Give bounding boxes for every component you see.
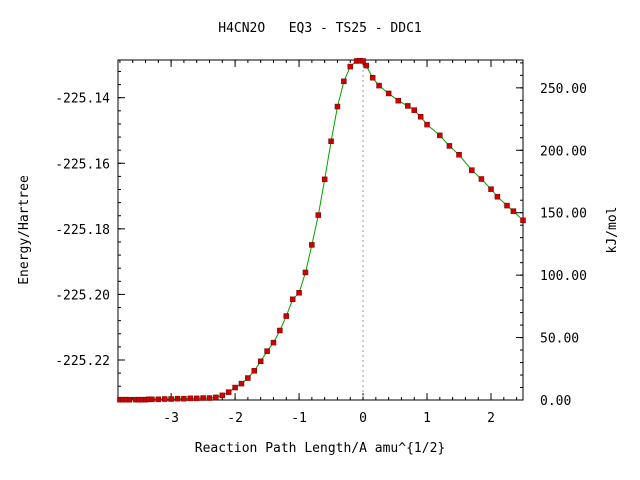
y2-tick-label: 0.00 [540, 394, 571, 409]
data-point [347, 63, 354, 70]
data-point [270, 339, 277, 346]
data-point [405, 103, 411, 109]
data-point [315, 212, 322, 218]
data-point [289, 296, 296, 303]
data-point [245, 375, 251, 381]
data-point [469, 167, 475, 173]
data-point [488, 186, 494, 192]
data-point [424, 121, 430, 128]
plot-frame [117, 59, 524, 401]
data-point [181, 395, 187, 402]
data-point [456, 152, 462, 158]
data-point [302, 269, 309, 276]
x-tick-label: -1 [291, 411, 307, 426]
data-point [213, 394, 219, 401]
data-point [187, 395, 194, 402]
x-tick-label: 0 [359, 411, 367, 426]
data-point [376, 82, 382, 89]
data-point [417, 113, 424, 120]
y-tick-label: -225.14 [55, 92, 110, 107]
y-tick-label: -225.18 [55, 223, 110, 238]
data-point [161, 396, 168, 402]
data-point [520, 217, 526, 224]
data-point-markers [117, 57, 526, 403]
data-point [251, 368, 258, 374]
data-point [238, 380, 245, 387]
x-tick-label: 2 [487, 411, 495, 426]
data-point [225, 389, 232, 395]
data-point [174, 395, 181, 402]
data-point [334, 103, 341, 110]
data-point [296, 290, 302, 296]
y2-tick-label: 250.00 [540, 82, 587, 97]
data-point [168, 396, 174, 402]
data-point [206, 395, 213, 401]
data-point [219, 392, 226, 399]
y-tick-label: -225.22 [55, 354, 110, 369]
data-point [277, 327, 283, 334]
data-point [363, 62, 369, 69]
x-tick-label: -3 [163, 411, 179, 426]
y2-axis-title: kJ/mol [605, 207, 620, 254]
data-point [328, 138, 334, 145]
data-point [283, 313, 290, 319]
data-point [446, 143, 453, 149]
data-point [264, 348, 270, 354]
y2-tick-label: 200.00 [540, 144, 587, 159]
data-point [321, 176, 328, 183]
data-point [232, 384, 238, 391]
y2-tick-label: 100.00 [540, 269, 587, 284]
data-point [360, 58, 366, 64]
data-point [395, 97, 401, 104]
y2-tick-label: 150.00 [540, 207, 587, 222]
data-point [510, 208, 517, 214]
data-point [200, 395, 206, 401]
data-point [341, 78, 347, 85]
data-point [494, 193, 501, 200]
data-point [257, 358, 264, 365]
y2-tick-label: 50.00 [540, 332, 579, 347]
data-point [193, 395, 200, 402]
data-point [149, 396, 155, 403]
x-tick-label: 1 [423, 411, 431, 426]
data-point [126, 396, 133, 403]
data-point [155, 396, 162, 403]
x-axis-title: Reaction Path Length/A amu^{1/2} [195, 441, 445, 456]
x-tick-label: -2 [227, 411, 243, 426]
y-axis-title: Energy/Hartree [17, 175, 32, 285]
chart-title: H4CN2O EQ3 - TS25 - DDC1 [218, 21, 422, 36]
data-point [411, 107, 417, 113]
y-tick-label: -225.20 [55, 288, 110, 303]
data-point [437, 132, 443, 139]
data-point [504, 202, 510, 209]
y-tick-label: -225.16 [55, 157, 110, 172]
energy-curve-line [119, 60, 524, 401]
axis-ticks: -3 -2 -1 0 1 2 -225.14 -225.16 -225.18 -225.20 -22… [55, 60, 587, 426]
data-point [385, 90, 392, 97]
data-point [369, 74, 376, 81]
data-point [478, 176, 485, 182]
data-point [309, 242, 315, 248]
